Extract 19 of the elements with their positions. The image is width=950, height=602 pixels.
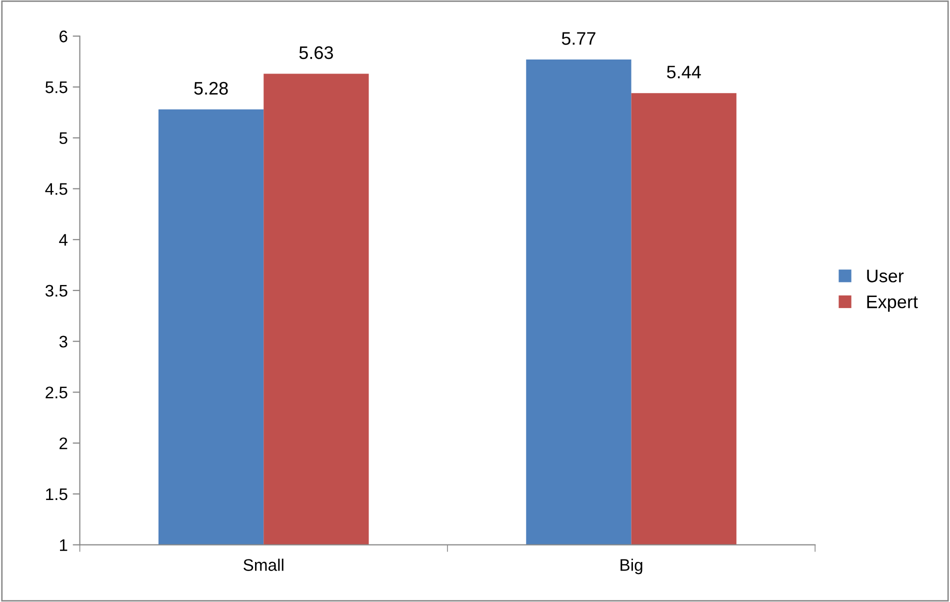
x-tick-label: Small [244,558,284,571]
y-tick-label: 4 [59,234,68,246]
data-label: 5.63 [299,46,333,60]
y-tick-label: 4.5 [45,183,68,195]
y-tick-label: 5 [59,132,68,144]
legend-label: Expert [867,296,918,312]
x-tick-label: Big [620,558,642,574]
y-tick-label: 5.5 [45,82,68,94]
data-label: 5.77 [562,32,596,45]
data-label: 5.44 [667,66,701,78]
y-tick-label: 6 [60,30,68,42]
legend-label: User [867,270,904,282]
y-tick-label: 2.5 [46,386,68,398]
data-label: 5.28 [194,82,228,95]
y-tick-label: 1 [60,539,68,551]
y-tick-label: 3 [59,336,68,348]
y-tick-label: 2 [60,437,68,450]
y-tick-label: 1.5 [46,488,68,500]
y-tick-label: 3.5 [45,284,68,297]
